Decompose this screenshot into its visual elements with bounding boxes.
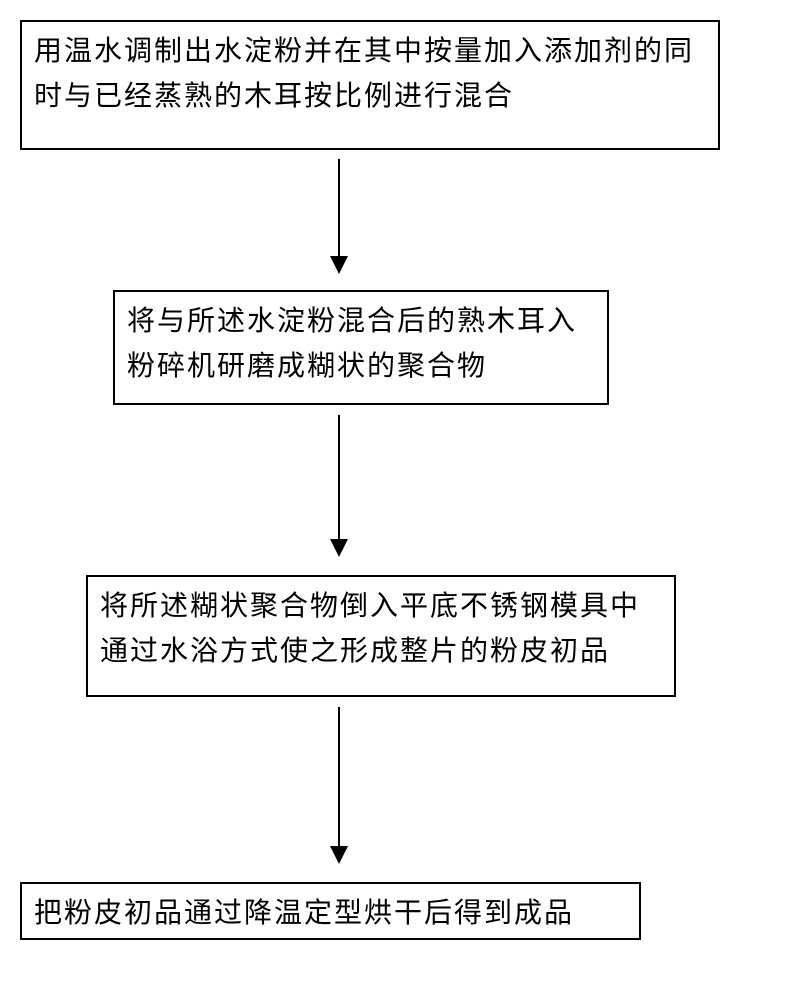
flow-arrow — [338, 159, 340, 272]
flow-step-4: 把粉皮初品通过降温定型烘干后得到成品 — [20, 882, 641, 940]
flow-step-2: 将与所述水淀粉混合后的熟木耳入粉碎机研磨成糊状的聚合物 — [113, 290, 609, 405]
flowchart-container: 用温水调制出水淀粉并在其中按量加入添加剂的同时与已经蒸熟的木耳按比例进行混合 将… — [0, 0, 789, 1000]
step-text: 将与所述水淀粉混合后的熟木耳入粉碎机研磨成糊状的聚合物 — [127, 306, 577, 382]
step-text: 把粉皮初品通过降温定型烘干后得到成品 — [34, 898, 574, 929]
flow-step-1: 用温水调制出水淀粉并在其中按量加入添加剂的同时与已经蒸熟的木耳按比例进行混合 — [20, 20, 720, 150]
flow-arrow — [338, 415, 340, 555]
step-text: 将所述糊状聚合物倒入平底不锈钢模具中通过水浴方式使之形成整片的粉皮初品 — [100, 591, 640, 667]
flow-step-3: 将所述糊状聚合物倒入平底不锈钢模具中通过水浴方式使之形成整片的粉皮初品 — [86, 575, 676, 697]
flow-arrow — [338, 707, 340, 862]
step-text: 用温水调制出水淀粉并在其中按量加入添加剂的同时与已经蒸熟的木耳按比例进行混合 — [34, 36, 694, 112]
